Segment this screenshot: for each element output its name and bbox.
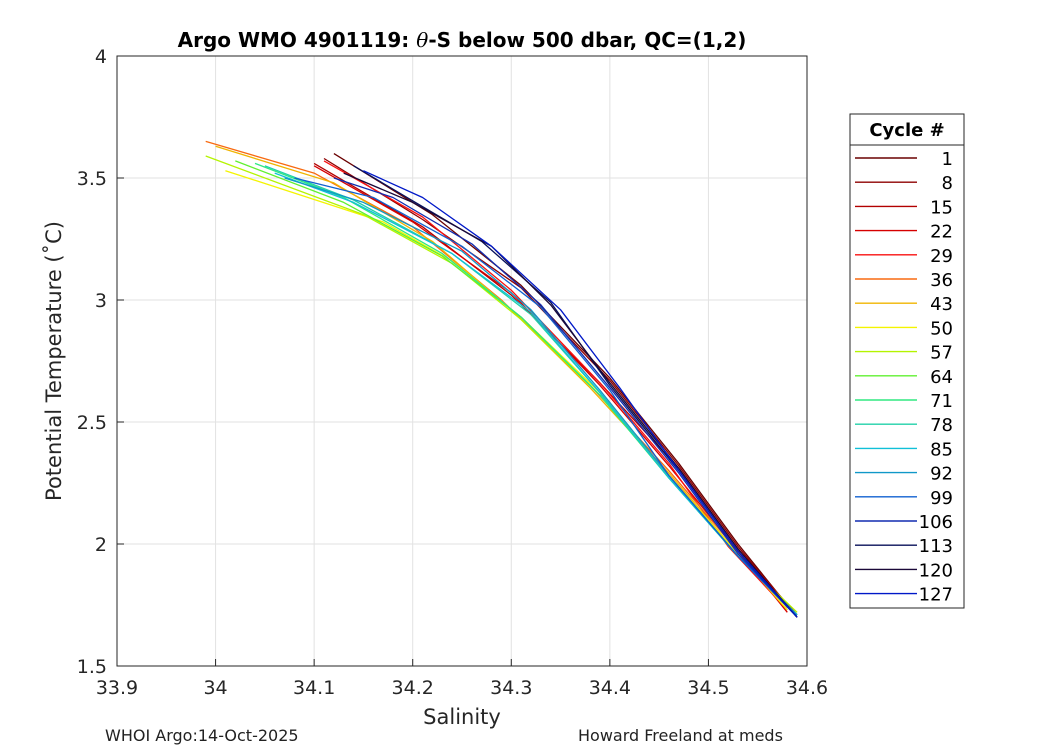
profile-line-15 [333,177,798,618]
plot-frame [116,55,808,667]
legend-label: 106 [919,512,953,533]
x-tick-label: 34.1 [293,677,335,699]
x-tick-label: 34.2 [392,677,434,699]
series-group [205,140,798,618]
legend-label: 1 [942,149,953,170]
y-tick-label: 3 [95,290,107,312]
legend-label: 78 [930,415,953,436]
legend-label: 120 [919,560,953,581]
profile-line-4 [323,160,788,611]
x-tick-label: 34.5 [687,677,729,699]
legend-label: 85 [930,439,953,460]
footer-right: Howard Freeland at meds [578,726,783,745]
y-axis-label: Potential Temperature (˚C) [42,221,66,501]
legend-items: 1 8 15 22 29 36 43 50 57 64 71 78 85 92 99 106 113 120 127 [855,149,953,606]
legend-label: 22 [930,222,953,243]
legend-label: 113 [919,536,953,557]
y-tick-label: 4 [95,46,107,68]
legend: Cycle # 18152229364350576471788592991061… [849,113,965,609]
legend-label: 57 [930,343,953,364]
y-tick-label: 3.5 [77,168,107,190]
chart-title: Argo WMO 4901119: θ-S below 500 dbar, QC… [178,28,747,52]
legend-label: 50 [930,318,953,339]
y-tick-label: 2 [95,534,107,556]
x-axis-label: Salinity [423,705,501,729]
legend-label: 71 [930,391,953,412]
x-tick-label: 34.4 [589,677,631,699]
legend-label: 29 [930,246,953,267]
x-tick-label: 34.3 [490,677,532,699]
profile-line-18 [363,170,798,618]
legend-label: 127 [919,585,953,606]
y-tick-label: 1.5 [77,656,107,678]
legend-label: 36 [930,270,953,291]
legend-box [849,113,965,609]
legend-label: 15 [930,197,953,218]
title-theta: θ [416,28,428,52]
legend-title: Cycle # [869,120,944,141]
plot-area [117,56,807,666]
legend-label: 64 [930,367,953,388]
profile-line-0 [333,153,798,618]
legend-label: 92 [930,464,953,485]
y-tick-label: 2.5 [77,412,107,434]
profile-line-1 [323,157,798,618]
legend-label: 8 [942,173,953,194]
legend-label: 99 [930,488,953,509]
x-tick-label: 33.9 [96,677,138,699]
x-tick-label: 34 [203,677,227,699]
title-prefix: Argo WMO 4901119: [178,28,417,52]
legend-label: 43 [930,294,953,315]
y-tick-labels: 1.5 2 2.5 3 3.5 4 [77,46,107,678]
footer-left: WHOI Argo:14-Oct-2025 [105,726,299,745]
x-tick-labels: 33.9 34 34.1 34.2 34.3 34.4 34.5 34.6 [96,677,828,699]
profile-line-14 [294,177,798,618]
x-tick-label: 34.6 [786,677,828,699]
profile-line-17 [343,172,798,618]
profile-line-7 [225,170,788,611]
title-suffix: -S below 500 dbar, QC=(1,2) [428,28,746,52]
